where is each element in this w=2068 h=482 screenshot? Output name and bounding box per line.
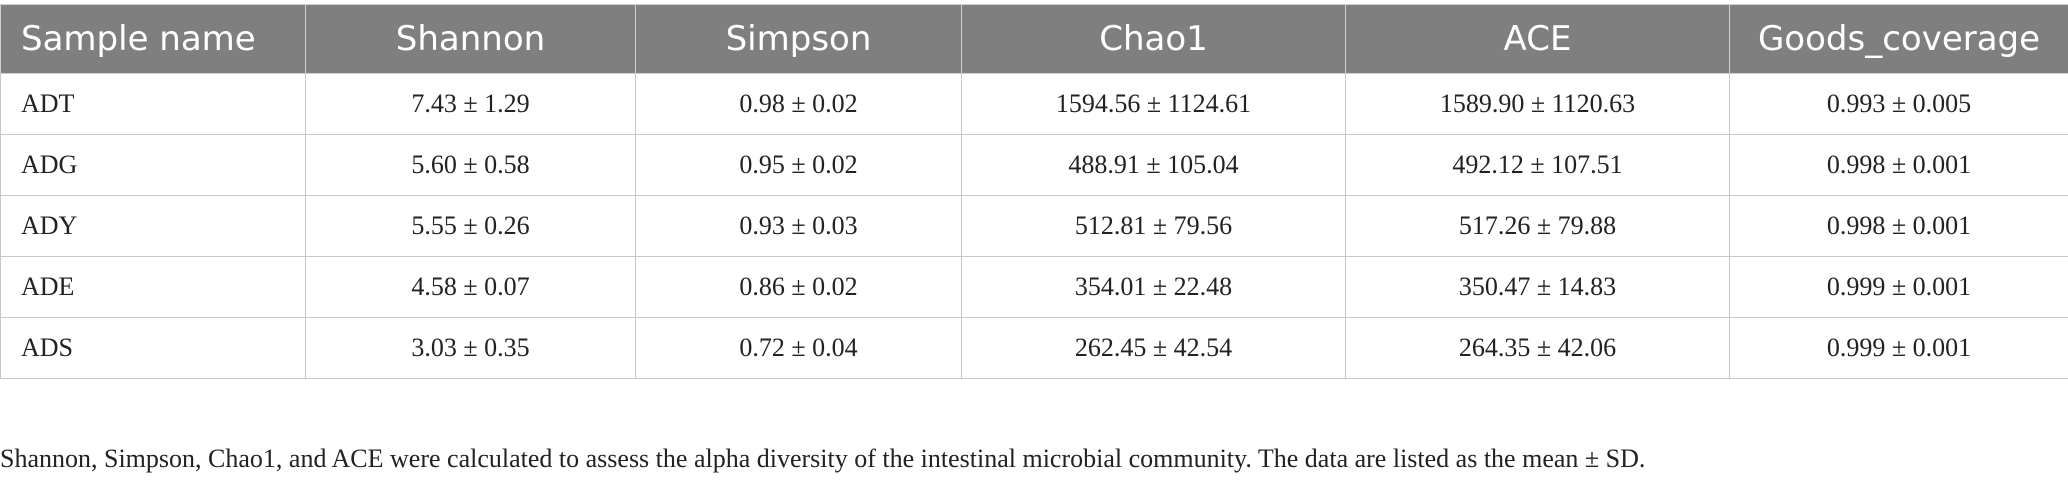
- ace-cell: 350.47 ± 14.83: [1345, 256, 1730, 318]
- header-simpson: Simpson: [635, 4, 962, 74]
- table-row: ADE 4.58 ± 0.07 0.86 ± 0.02 354.01 ± 22.…: [0, 256, 2068, 318]
- goods-coverage-cell: 0.999 ± 0.001: [1729, 317, 2068, 379]
- sample-name-cell: ADT: [0, 73, 306, 135]
- chao1-cell: 354.01 ± 22.48: [961, 256, 1346, 318]
- header-chao1: Chao1: [961, 4, 1346, 74]
- chao1-cell: 262.45 ± 42.54: [961, 317, 1346, 379]
- shannon-cell: 5.60 ± 0.58: [305, 134, 636, 196]
- table-header-row: Sample name Shannon Simpson Chao1 ACE Go…: [0, 4, 2068, 74]
- table-row: ADY 5.55 ± 0.26 0.93 ± 0.03 512.81 ± 79.…: [0, 195, 2068, 257]
- sample-name-cell: ADS: [0, 317, 306, 379]
- shannon-cell: 4.58 ± 0.07: [305, 256, 636, 318]
- goods-coverage-cell: 0.993 ± 0.005: [1729, 73, 2068, 135]
- ace-cell: 1589.90 ± 1120.63: [1345, 73, 1730, 135]
- ace-cell: 492.12 ± 107.51: [1345, 134, 1730, 196]
- ace-cell: 517.26 ± 79.88: [1345, 195, 1730, 257]
- table-footnote: Shannon, Simpson, Chao1, and ACE were ca…: [0, 444, 1646, 473]
- simpson-cell: 0.98 ± 0.02: [635, 73, 962, 135]
- table-row: ADG 5.60 ± 0.58 0.95 ± 0.02 488.91 ± 105…: [0, 134, 2068, 196]
- alpha-diversity-table: Sample name Shannon Simpson Chao1 ACE Go…: [0, 4, 2068, 379]
- shannon-cell: 7.43 ± 1.29: [305, 73, 636, 135]
- table-row: ADS 3.03 ± 0.35 0.72 ± 0.04 262.45 ± 42.…: [0, 317, 2068, 379]
- simpson-cell: 0.72 ± 0.04: [635, 317, 962, 379]
- header-goods-coverage: Goods_coverage: [1729, 4, 2068, 74]
- ace-cell: 264.35 ± 42.06: [1345, 317, 1730, 379]
- shannon-cell: 3.03 ± 0.35: [305, 317, 636, 379]
- simpson-cell: 0.95 ± 0.02: [635, 134, 962, 196]
- sample-name-cell: ADY: [0, 195, 306, 257]
- goods-coverage-cell: 0.998 ± 0.001: [1729, 134, 2068, 196]
- goods-coverage-cell: 0.999 ± 0.001: [1729, 256, 2068, 318]
- sample-name-cell: ADE: [0, 256, 306, 318]
- simpson-cell: 0.86 ± 0.02: [635, 256, 962, 318]
- diversity-table-container: Sample name Shannon Simpson Chao1 ACE Go…: [0, 4, 2068, 379]
- header-shannon: Shannon: [305, 4, 636, 74]
- header-ace: ACE: [1345, 4, 1730, 74]
- table-row: ADT 7.43 ± 1.29 0.98 ± 0.02 1594.56 ± 11…: [0, 73, 2068, 135]
- shannon-cell: 5.55 ± 0.26: [305, 195, 636, 257]
- sample-name-cell: ADG: [0, 134, 306, 196]
- simpson-cell: 0.93 ± 0.03: [635, 195, 962, 257]
- header-sample-name: Sample name: [0, 4, 306, 74]
- chao1-cell: 488.91 ± 105.04: [961, 134, 1346, 196]
- chao1-cell: 1594.56 ± 1124.61: [961, 73, 1346, 135]
- chao1-cell: 512.81 ± 79.56: [961, 195, 1346, 257]
- goods-coverage-cell: 0.998 ± 0.001: [1729, 195, 2068, 257]
